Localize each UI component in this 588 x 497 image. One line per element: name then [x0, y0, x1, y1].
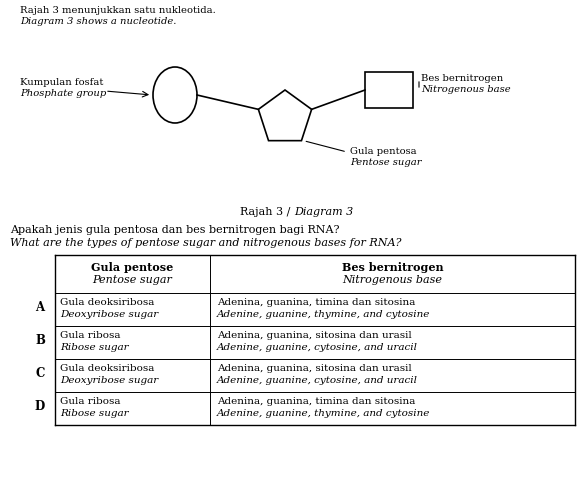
Text: Phosphate group: Phosphate group [20, 89, 106, 98]
Text: Adenina, guanina, sitosina dan urasil: Adenina, guanina, sitosina dan urasil [217, 364, 412, 373]
Text: Nitrogenous base: Nitrogenous base [421, 85, 510, 94]
Text: Gula ribosa: Gula ribosa [60, 397, 121, 406]
Text: Gula deoksiribosa: Gula deoksiribosa [60, 364, 155, 373]
Text: What are the types of pentose sugar and nitrogenous bases for RNA?: What are the types of pentose sugar and … [10, 238, 402, 248]
Text: Bes bernitrogen: Bes bernitrogen [421, 74, 503, 83]
Text: Rajah 3 /: Rajah 3 / [240, 207, 294, 217]
Text: Diagram 3 shows a nucleotide.: Diagram 3 shows a nucleotide. [20, 17, 176, 26]
Text: Adenina, guanina, timina dan sitosina: Adenina, guanina, timina dan sitosina [217, 397, 415, 406]
Text: Diagram 3: Diagram 3 [294, 207, 353, 217]
Text: Gula pentosa: Gula pentosa [350, 147, 417, 156]
Text: Gula ribosa: Gula ribosa [60, 331, 121, 340]
Text: Pentose sugar: Pentose sugar [350, 158, 422, 167]
Text: Adenine, guanine, thymine, and cytosine: Adenine, guanine, thymine, and cytosine [217, 409, 430, 418]
Text: Apakah jenis gula pentosa dan bes bernitrogen bagi RNA?: Apakah jenis gula pentosa dan bes bernit… [10, 225, 339, 235]
Text: Rajah 3 menunjukkan satu nukleotida.: Rajah 3 menunjukkan satu nukleotida. [20, 6, 216, 15]
Text: Adenine, guanine, thymine, and cytosine: Adenine, guanine, thymine, and cytosine [217, 310, 430, 319]
Text: Nitrogenous base: Nitrogenous base [342, 275, 443, 285]
Text: Gula deoksiribosa: Gula deoksiribosa [60, 298, 155, 307]
Text: Bes bernitrogen: Bes bernitrogen [342, 262, 443, 273]
Text: Adenine, guanine, cytosine, and uracil: Adenine, guanine, cytosine, and uracil [217, 343, 418, 352]
Text: C: C [35, 367, 45, 380]
Text: Deoxyribose sugar: Deoxyribose sugar [60, 310, 158, 319]
Text: Adenina, guanina, sitosina dan urasil: Adenina, guanina, sitosina dan urasil [217, 331, 412, 340]
Text: Gula pentose: Gula pentose [91, 262, 173, 273]
Text: B: B [35, 334, 45, 347]
Text: Deoxyribose sugar: Deoxyribose sugar [60, 376, 158, 385]
Text: A: A [35, 301, 45, 314]
Text: Adenine, guanine, cytosine, and uracil: Adenine, guanine, cytosine, and uracil [217, 376, 418, 385]
Text: Ribose sugar: Ribose sugar [60, 409, 129, 418]
Text: Ribose sugar: Ribose sugar [60, 343, 129, 352]
Bar [365, 72, 413, 108]
Text: D: D [35, 400, 45, 413]
Text: Kumpulan fosfat: Kumpulan fosfat [20, 78, 103, 87]
Text: Pentose sugar: Pentose sugar [92, 275, 172, 285]
Text: Adenina, guanina, timina dan sitosina: Adenina, guanina, timina dan sitosina [217, 298, 415, 307]
